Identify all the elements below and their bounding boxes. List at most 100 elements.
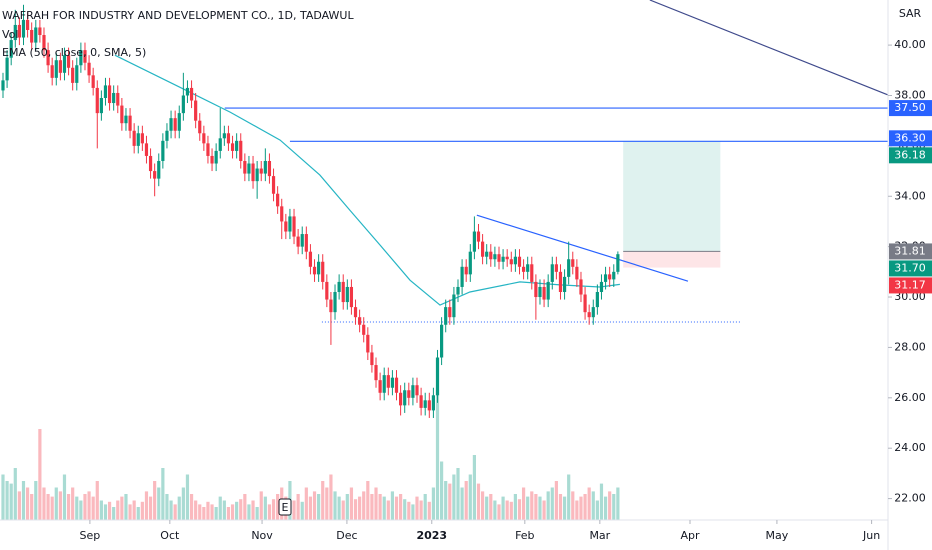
volume-bar	[71, 487, 75, 520]
x-tick-label: Mar	[589, 529, 610, 542]
volume-bar	[530, 491, 534, 520]
candle-body	[247, 163, 251, 174]
volume-bar	[267, 504, 272, 520]
volume-bar	[259, 491, 263, 520]
trend-line	[649, 0, 889, 96]
candle-body	[144, 143, 149, 156]
volume-bar	[554, 481, 558, 520]
volume-bar	[169, 500, 173, 520]
volume-bar	[476, 483, 481, 520]
volume-bar	[595, 500, 599, 520]
candle-body	[284, 221, 288, 232]
candle-body	[501, 256, 505, 262]
volume-bar	[468, 474, 472, 520]
candle-body	[312, 266, 317, 275]
volume-bar	[333, 491, 337, 520]
trend-line	[476, 214, 689, 282]
y-tick-label: 28.00	[894, 340, 926, 353]
volume-bar	[124, 494, 128, 520]
candle-body	[353, 307, 358, 318]
volume-bar	[128, 504, 132, 520]
candle-body	[562, 276, 567, 292]
candle-body	[534, 281, 538, 298]
volume-bar	[517, 499, 522, 520]
candle-body	[194, 100, 198, 121]
candle-body	[34, 27, 38, 43]
volume-bar	[485, 496, 489, 520]
volume-bar	[358, 496, 362, 520]
x-tick-label: Feb	[515, 529, 534, 542]
candle-body	[538, 286, 542, 298]
candle-body	[218, 138, 222, 151]
volume-bar	[230, 504, 235, 520]
volume-bar	[399, 494, 403, 520]
volume-bar	[251, 500, 255, 520]
volume-bar	[567, 474, 571, 520]
candle-body	[599, 281, 604, 292]
volume-bar	[341, 500, 345, 520]
candle-body	[444, 307, 448, 325]
x-tick-label: May	[766, 529, 789, 542]
candle-body	[452, 294, 456, 318]
candle-body	[62, 55, 67, 73]
volume-bar	[21, 481, 26, 520]
candle-body	[419, 395, 423, 408]
candle-body	[349, 286, 354, 308]
candle-body	[38, 27, 42, 36]
candle-body	[288, 216, 292, 232]
price-label: 36.30	[894, 131, 926, 144]
candle-body	[399, 392, 403, 406]
candle-body	[382, 375, 386, 393]
candle-body	[468, 251, 472, 275]
price-label: 37.50	[894, 101, 926, 114]
candle-body	[575, 266, 579, 280]
candle-body	[440, 324, 444, 358]
volume-bar	[120, 496, 124, 520]
volume-bar	[17, 491, 21, 520]
candle-body	[407, 390, 411, 398]
volume-bar	[75, 496, 79, 520]
candle-body	[214, 150, 218, 164]
price-label: 31.17	[894, 278, 926, 291]
volume-bar	[107, 501, 112, 520]
volume-bar	[157, 487, 161, 520]
candle-body	[550, 264, 554, 282]
volume-bar	[452, 474, 456, 520]
candle-body	[505, 256, 509, 260]
candle-body	[280, 206, 284, 222]
volume-bar	[431, 487, 436, 520]
volume-bar	[103, 504, 108, 520]
candle-body	[206, 143, 210, 156]
candle-body	[526, 264, 530, 272]
candle-body	[612, 271, 616, 280]
candle-body	[5, 57, 9, 81]
candle-body	[390, 377, 395, 388]
volume-bar	[591, 491, 595, 520]
candle-body	[292, 216, 296, 237]
candle-body	[46, 50, 50, 66]
volume-bar	[440, 461, 444, 520]
candle-body	[42, 35, 46, 51]
candle-body	[75, 65, 79, 83]
candle-body	[239, 140, 243, 161]
y-tick-label: 38.00	[894, 88, 926, 101]
price-label: 36.18	[894, 148, 926, 161]
ema-line	[114, 54, 620, 306]
volume-bar	[62, 474, 67, 520]
candle-body	[177, 113, 181, 131]
candle-body	[202, 133, 206, 144]
candle-body	[271, 176, 276, 194]
candle-body	[58, 60, 62, 73]
volume-bar	[386, 500, 390, 520]
candle-body	[517, 256, 522, 267]
volume-bar	[571, 491, 575, 520]
volume-bar	[374, 487, 378, 520]
candle-body	[21, 19, 26, 38]
currency: SAR	[899, 7, 922, 20]
candle-body	[107, 85, 112, 104]
volume-bar	[538, 496, 542, 520]
candle-body	[317, 261, 321, 275]
x-tick-label: Oct	[160, 529, 180, 542]
candle-body	[542, 286, 546, 300]
